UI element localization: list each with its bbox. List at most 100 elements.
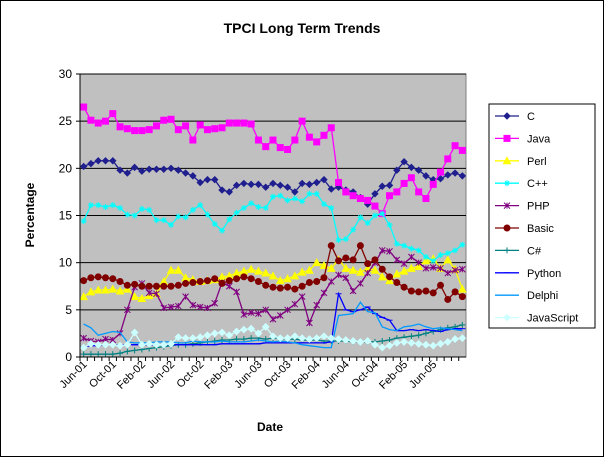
data-point [503,134,511,142]
data-point [400,158,408,166]
data-point [378,265,386,273]
data-point [451,266,459,274]
data-point [225,277,233,285]
data-point [291,136,299,144]
data-point [137,340,146,349]
data-point [218,279,226,287]
data-point [101,274,109,282]
data-point [152,122,160,130]
data-point [225,331,234,340]
legend-label: Perl [527,156,547,168]
data-point [342,236,349,243]
data-point [342,254,350,262]
data-point [101,340,110,349]
legend: C Java Perl C++ PHP Basic C# Python Delphi JavaSc… [488,103,596,329]
data-point [386,221,393,228]
data-point [385,181,394,190]
data-point [408,253,415,261]
data-point [503,224,511,232]
data-point [123,306,131,314]
legend-item: Basic [495,223,554,235]
series-java [80,103,466,218]
data-point [87,116,95,124]
data-point [407,287,415,295]
data-point [357,214,364,221]
data-point [341,263,351,272]
data-point [421,256,431,265]
data-point [116,278,124,286]
legend-label: Delphi [527,290,558,302]
data-point [109,351,116,358]
data-point [101,117,109,125]
data-point [408,245,415,252]
data-point [145,282,153,290]
data-point [313,278,321,286]
data-point [503,112,511,120]
x-axis-label: Date [257,420,283,434]
data-point [298,334,307,343]
data-point [422,172,430,180]
data-point [189,172,197,180]
data-point [291,195,298,202]
data-point [342,188,350,196]
data-point [356,337,365,346]
y-tick-label: 15 [59,209,73,223]
data-point [138,282,146,290]
data-point [80,103,88,111]
data-point [430,257,437,264]
legend-item: Java [495,133,551,145]
data-point [124,211,131,218]
series-javascript [79,322,467,352]
data-point [189,136,197,144]
data-point [327,185,335,193]
data-point [436,175,445,183]
data-point [269,283,277,291]
data-point [305,133,313,141]
data-point [335,257,343,265]
data-point [94,157,102,165]
legend-label: C# [527,245,542,257]
data-point [298,179,306,188]
data-point [283,274,292,283]
data-point [320,332,328,341]
data-point [283,334,292,343]
data-point [276,284,284,292]
data-point [168,221,175,228]
data-point [225,119,233,127]
data-point [270,193,276,200]
data-point [160,116,168,124]
legend-item: C [495,111,535,123]
data-point [356,195,364,203]
data-point [160,282,168,290]
data-point [504,247,510,254]
series-php [80,247,466,346]
data-point [108,340,117,349]
data-point [299,198,306,205]
data-point [95,202,102,209]
data-point [276,181,284,190]
data-point [123,125,131,133]
data-point [160,217,167,224]
data-point [247,309,255,317]
data-point [444,295,452,303]
data-point [458,284,467,293]
legend-label: JavaScript [527,313,578,325]
data-point [414,261,423,270]
data-point [444,250,451,257]
data-point [218,124,226,132]
data-point [262,143,270,151]
data-point [188,334,197,343]
data-point [159,340,168,349]
data-point [503,313,511,322]
data-point [145,165,153,173]
data-point [240,273,248,281]
data-point [430,328,437,335]
data-point [175,213,182,220]
data-point [305,180,314,189]
data-point [131,212,138,219]
data-point [218,186,226,194]
data-point [385,341,394,350]
data-point [240,336,247,343]
data-point [379,337,386,344]
data-point [117,204,124,211]
